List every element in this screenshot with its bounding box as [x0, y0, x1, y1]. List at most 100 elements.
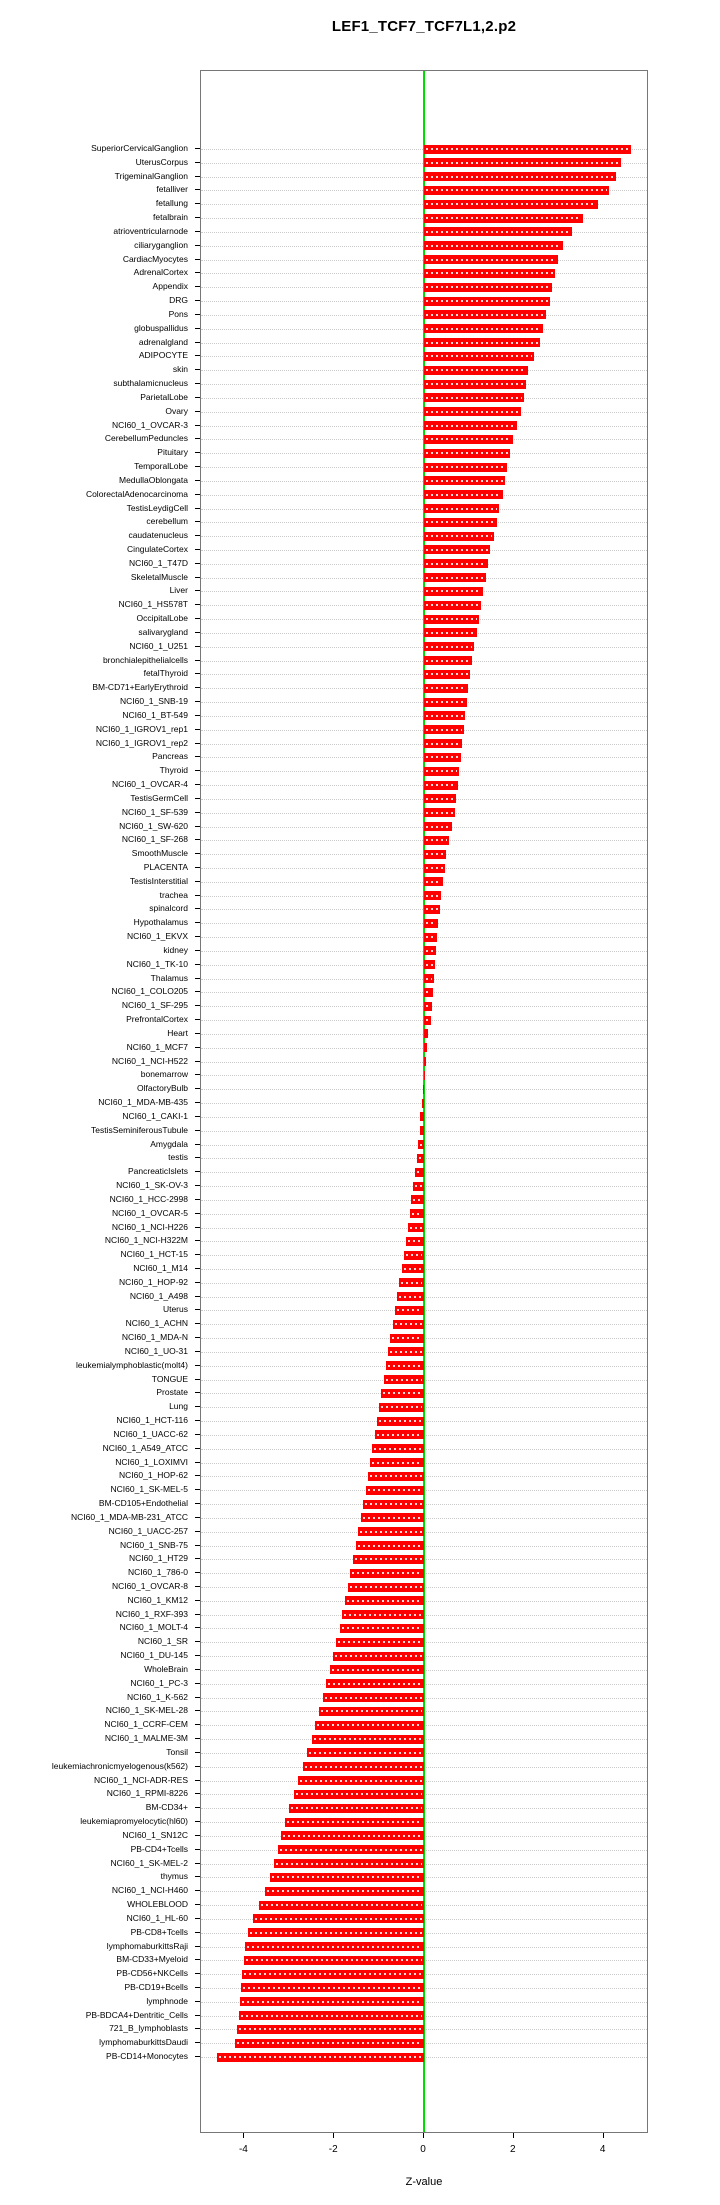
y-axis-tick [195, 466, 200, 468]
category-label: skin [172, 364, 188, 375]
bar-Pancreas [424, 752, 461, 762]
bar-Uterus [394, 1305, 424, 1315]
category-label: Pons [168, 308, 188, 319]
y-axis-tick [195, 576, 200, 578]
category-label: NCI60_1_MDA-N [121, 1332, 188, 1343]
category-label: leukemialymphoblastic(molt4) [76, 1359, 188, 1370]
y-axis-tick [195, 1157, 200, 1159]
y-axis-tick [195, 1751, 200, 1753]
bar-NCI60_1_TK-10 [424, 960, 435, 970]
category-label: Heart [167, 1027, 188, 1038]
bar-NCI60_1_NCI-H460 [264, 1886, 424, 1896]
bar-Prostate [381, 1388, 424, 1398]
bar-NCI60_1_MOLT-4 [339, 1623, 424, 1633]
y-axis-tick [195, 369, 200, 371]
category-label: TestisInterstitial [129, 875, 188, 886]
bar-PrefrontalCortex [424, 1015, 431, 1025]
category-label: NCI60_1_SK-MEL-2 [110, 1857, 188, 1868]
category-label: 721_B_lymphoblasts [109, 2023, 188, 2034]
bar-NCI60_1_OVCAR-5 [409, 1209, 424, 1219]
y-axis-tick [195, 452, 200, 454]
y-axis-tick [195, 341, 200, 343]
y-axis-tick [195, 1710, 200, 1712]
bar-NCI60_1_DU-145 [333, 1651, 424, 1661]
bar-NCI60_1_A549_ATCC [372, 1444, 424, 1454]
category-label: NCI60_1_K-562 [127, 1691, 188, 1702]
bar-NCI60_1_KM12 [344, 1596, 424, 1606]
category-label: NCI60_1_COLO205 [111, 986, 188, 997]
y-axis-tick [195, 1489, 200, 1491]
y-axis-tick [195, 1309, 200, 1311]
bar-Tonsil [307, 1748, 424, 1758]
bar-thymus [270, 1872, 424, 1882]
y-axis-tick [195, 1323, 200, 1325]
category-label: Thalamus [150, 972, 188, 983]
y-axis-tick [195, 258, 200, 260]
bar-TestisSeminiferousTubule [419, 1126, 424, 1136]
y-axis-tick [195, 161, 200, 163]
category-label: fetalbrain [153, 212, 188, 223]
y-axis-tick [195, 811, 200, 813]
category-label: NCI60_1_SF-268 [121, 834, 188, 845]
category-label: TONGUE [151, 1373, 188, 1384]
category-label: NCI60_1_HS578T [118, 599, 188, 610]
y-axis-tick [195, 1516, 200, 1518]
bar-AdrenalCortex [424, 268, 556, 278]
bar-OccipitalLobe [424, 614, 479, 624]
category-label: cerebellum [146, 516, 188, 527]
bar-BM-CD71+EarlyErythroid [424, 683, 468, 693]
y-axis-tick [195, 1406, 200, 1408]
bar-leukemiapromyelocytic(hl60) [284, 1817, 424, 1827]
category-label: PLACENTA [143, 862, 188, 872]
category-label: NCI60_1_UO-31 [124, 1345, 188, 1356]
bar-NCI60_1_T47D [424, 559, 488, 569]
y-axis-tick [195, 438, 200, 440]
bar-TestisInterstitial [424, 877, 443, 887]
bar-NCI60_1_LOXIMVI [370, 1458, 424, 1468]
category-label: NCI60_1_T47D [128, 557, 188, 568]
y-axis-tick [195, 1641, 200, 1643]
category-label: PB-CD56+NKCells [116, 1968, 188, 1979]
y-axis-tick [195, 1599, 200, 1601]
category-label: NCI60_1_SW-620 [119, 820, 188, 831]
x-axis-tick [243, 2133, 245, 2138]
chart-title: LEF1_TCF7_TCF7L1,2.p2 [331, 18, 517, 35]
category-label: Appendix [152, 281, 188, 292]
category-label: NCI60_1_SK-MEL-5 [110, 1484, 188, 1495]
bar-TestisGermCell [424, 794, 457, 804]
bar-OlfactoryBulb [422, 1084, 424, 1094]
y-axis-tick [195, 1586, 200, 1587]
category-label: trachea [159, 889, 188, 900]
bar-NCI60_1_NCI-H322M [406, 1236, 424, 1246]
y-axis-tick [195, 770, 200, 772]
bar-PLACENTA [424, 863, 445, 873]
bar-atrioventricularnode [424, 227, 573, 237]
category-label: PrefrontalCortex [126, 1014, 188, 1025]
y-axis-tick [195, 1945, 200, 1947]
category-label: NCI60_1_NCI-ADR-RES [94, 1774, 188, 1785]
category-label: globuspallidus [134, 322, 188, 333]
y-axis-tick [195, 1364, 200, 1366]
bar-subthalamicnucleus [424, 379, 527, 389]
y-axis-tick [195, 1613, 200, 1615]
bar-NCI60_1_SK-MEL-2 [274, 1859, 424, 1869]
category-label: AdrenalCortex [133, 267, 188, 278]
bar-lymphnode [239, 1997, 424, 2007]
y-axis-tick [195, 867, 200, 868]
category-label: DRG [169, 295, 188, 306]
y-axis-tick [195, 590, 200, 592]
bar-NCI60_1_SK-MEL-5 [365, 1485, 424, 1495]
y-axis-tick [195, 327, 200, 329]
bar-Lung [379, 1402, 424, 1412]
bar-UterusCorpus [424, 158, 621, 168]
bar-Heart [424, 1029, 429, 1039]
y-axis-tick [195, 1779, 200, 1781]
bar-PancreaticIslets [415, 1167, 424, 1177]
y-axis-tick [195, 1904, 200, 1906]
x-axis-tick-label: -4 [238, 2144, 248, 2155]
bar-trachea [424, 891, 442, 901]
category-label: Hypothalamus [133, 917, 188, 928]
bar-NCI60_1_HS578T [424, 600, 482, 610]
y-axis-tick [195, 1074, 200, 1076]
x-axis-tick [512, 2133, 514, 2138]
